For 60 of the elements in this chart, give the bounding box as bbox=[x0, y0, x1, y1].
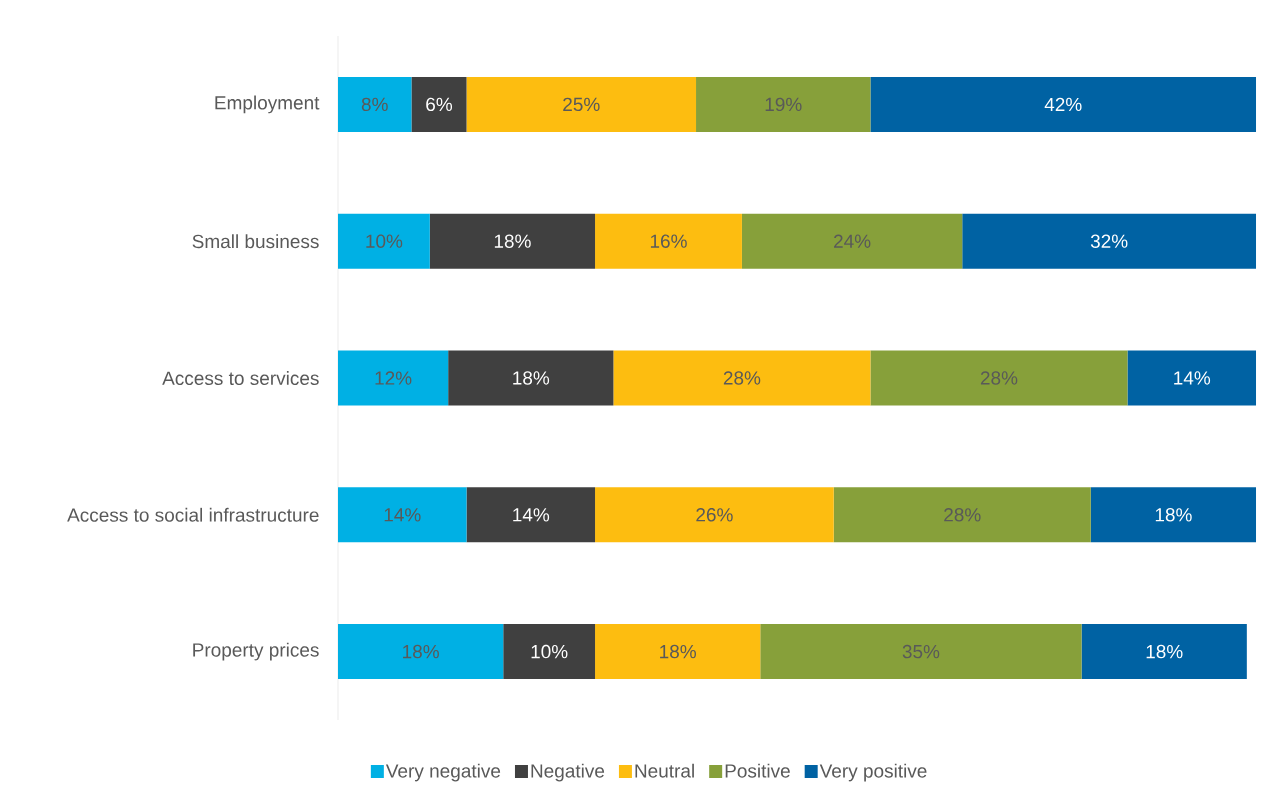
data-label: 19% bbox=[765, 97, 802, 112]
bar bbox=[429, 213, 596, 269]
data-label: 14% bbox=[384, 508, 421, 522]
data-label: 8% bbox=[361, 97, 388, 112]
data-label: 26% bbox=[696, 508, 733, 522]
bar bbox=[503, 624, 596, 680]
data-label: 10% bbox=[531, 644, 568, 659]
y-tick-label: Property prices bbox=[193, 642, 319, 661]
bar bbox=[870, 350, 1128, 406]
data-label: 28% bbox=[944, 508, 981, 522]
legend-label: Very positive bbox=[819, 763, 927, 782]
y-tick-label: Employment bbox=[215, 95, 320, 114]
bar bbox=[466, 487, 596, 543]
bar bbox=[338, 350, 449, 406]
bar bbox=[595, 487, 834, 543]
data-label: 18% bbox=[1146, 644, 1183, 659]
bar bbox=[448, 350, 614, 406]
data-label: 10% bbox=[366, 234, 403, 248]
bar bbox=[613, 350, 871, 406]
legend-label: Negative bbox=[531, 763, 605, 782]
data-label: 18% bbox=[403, 644, 439, 659]
bar bbox=[338, 624, 504, 680]
data-label: 18% bbox=[660, 644, 696, 659]
legend-label: Positive bbox=[725, 763, 790, 778]
data-label: 14% bbox=[1174, 371, 1211, 385]
y-tick-label: Access to services bbox=[162, 371, 319, 385]
data-label: 35% bbox=[902, 644, 940, 659]
bar bbox=[338, 487, 467, 543]
data-label: 12% bbox=[375, 371, 412, 385]
data-label: 18% bbox=[494, 234, 531, 248]
data-label: 28% bbox=[723, 371, 761, 385]
data-label: 42% bbox=[1044, 97, 1082, 112]
data-label: 16% bbox=[650, 234, 687, 248]
data-label: 18% bbox=[513, 371, 550, 385]
bar bbox=[870, 76, 1257, 132]
bar bbox=[696, 76, 871, 132]
data-label: 14% bbox=[513, 508, 550, 522]
bar bbox=[1081, 624, 1247, 680]
bar bbox=[1127, 350, 1257, 406]
y-tick-label: Small business bbox=[192, 234, 319, 249]
data-label: 28% bbox=[980, 371, 1018, 385]
bar bbox=[411, 76, 467, 132]
data-label: 18% bbox=[1155, 508, 1192, 522]
data-label: 32% bbox=[1090, 234, 1128, 248]
bar bbox=[833, 487, 1091, 543]
bar bbox=[741, 213, 963, 269]
data-label: 25% bbox=[563, 97, 600, 112]
bar bbox=[595, 213, 742, 269]
data-label: 24% bbox=[834, 234, 871, 248]
bar bbox=[962, 213, 1257, 269]
bar bbox=[595, 624, 761, 680]
bar bbox=[1090, 487, 1257, 543]
legend-label: Very negative bbox=[385, 763, 501, 782]
bar bbox=[338, 76, 412, 132]
bar bbox=[466, 76, 697, 132]
bar bbox=[338, 213, 430, 269]
data-label: 6% bbox=[426, 97, 453, 112]
bar bbox=[760, 624, 1082, 680]
legend-label: Neutral bbox=[635, 763, 694, 778]
y-tick-label: Access to social infrastructure bbox=[67, 507, 319, 522]
